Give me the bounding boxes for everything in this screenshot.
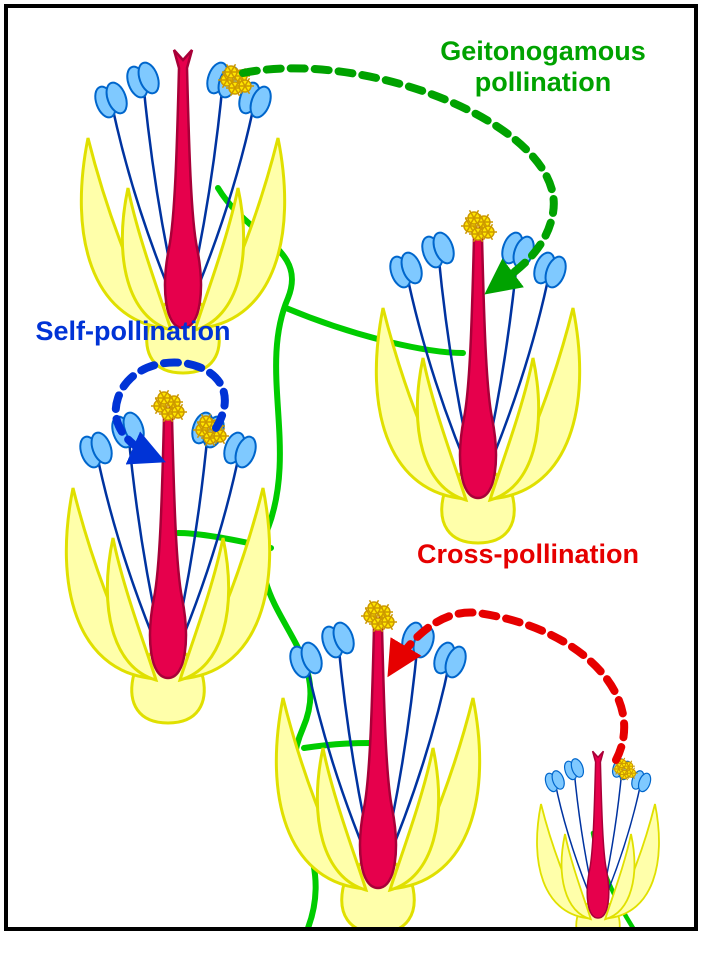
diagram-frame: Geitonogamous pollination Self-pollinati… bbox=[4, 4, 698, 931]
label-cross: Cross-pollination bbox=[378, 539, 678, 570]
flower bbox=[537, 751, 659, 927]
flower bbox=[66, 390, 269, 723]
flower bbox=[376, 210, 579, 543]
flower bbox=[276, 600, 479, 927]
label-geitonogamous: Geitonogamous pollination bbox=[393, 36, 693, 98]
label-self: Self-pollination bbox=[4, 316, 283, 347]
diagram-svg bbox=[8, 8, 694, 927]
